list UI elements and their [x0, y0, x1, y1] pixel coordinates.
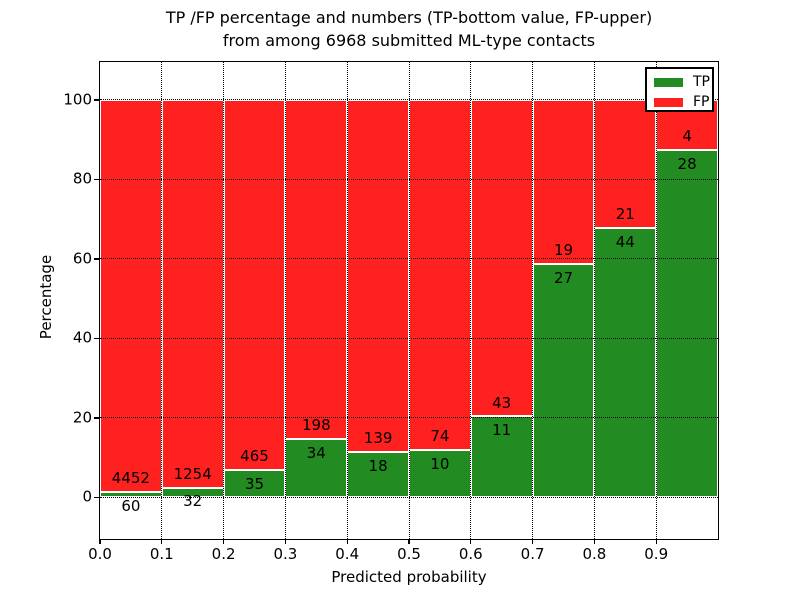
x-tick-mark	[408, 539, 410, 544]
x-tick-label: 0.1	[149, 545, 174, 563]
bar-tp-segment	[656, 149, 718, 498]
count-label-fp: 465	[240, 446, 269, 465]
y-tick-mark	[94, 337, 100, 340]
y-tick-label: 40	[72, 328, 92, 347]
gridline-vertical	[408, 62, 410, 539]
y-tick-mark	[94, 258, 100, 260]
y-tick-mark	[94, 496, 100, 499]
x-tick-mark	[284, 539, 287, 544]
count-label-tp: 11	[492, 421, 512, 440]
gridline-horizontal	[100, 258, 718, 260]
bar-fp-segment	[285, 99, 348, 440]
count-label-tp: 28	[677, 154, 697, 173]
chart-title: TP /FP percentage and numbers (TP-bottom…	[100, 7, 718, 52]
legend-label-fp: FP	[693, 94, 710, 110]
bar-fp-segment	[100, 99, 162, 493]
y-tick-label: 0	[82, 487, 92, 506]
y-tick-label: 80	[72, 169, 92, 188]
x-axis-label: Predicted probability	[331, 568, 487, 586]
count-label-tp: 27	[553, 269, 574, 288]
x-tick-mark	[99, 539, 101, 544]
count-label-fp: 21	[615, 205, 635, 224]
legend: TP FP	[645, 67, 714, 112]
gridline-vertical	[284, 62, 286, 539]
x-tick-label: 0.4	[335, 545, 360, 563]
count-label-tp: 44	[615, 233, 635, 252]
y-tick-label: 100	[63, 90, 92, 109]
count-label-fp: 4	[682, 126, 692, 145]
y-tick-mark	[94, 417, 100, 419]
y-tick-mark	[94, 99, 100, 101]
gridline-horizontal	[100, 178, 718, 180]
count-label-fp: 4452	[111, 469, 150, 488]
x-tick-mark	[593, 539, 596, 544]
bar-fp-segment	[532, 99, 595, 265]
bar-fp-segment	[409, 99, 471, 451]
count-label-tp: 34	[306, 444, 326, 463]
legend-row-fp: FP	[654, 94, 712, 110]
count-label-tp: 32	[183, 492, 203, 511]
gridline-horizontal	[100, 99, 718, 101]
count-label-fp: 1254	[173, 464, 212, 483]
x-tick-label: 0.6	[458, 545, 483, 563]
count-label-fp: 139	[363, 428, 393, 447]
legend-swatch-fp-icon	[654, 98, 683, 107]
legend-row-tp: TP	[654, 74, 712, 90]
x-tick-mark	[655, 539, 657, 544]
gridline-horizontal	[100, 417, 718, 419]
bar-fp-segment	[347, 99, 409, 452]
gridline-horizontal	[100, 337, 718, 339]
count-label-fp: 43	[492, 393, 512, 412]
gridline-horizontal	[100, 496, 718, 498]
x-tick-label: 0.7	[520, 545, 545, 563]
y-tick-label: 20	[72, 408, 92, 427]
x-tick-label: 0.5	[397, 545, 421, 563]
gridline-vertical	[470, 62, 472, 539]
gridline-vertical	[593, 62, 595, 539]
y-axis-label: Percentage	[37, 254, 55, 340]
gridline-vertical	[223, 62, 225, 539]
count-label-fp: 19	[553, 241, 574, 260]
x-tick-label: 0.3	[273, 545, 298, 563]
x-tick-label: 0.2	[211, 545, 236, 563]
chart-title-line2: from among 6968 submitted ML-type contac…	[222, 30, 596, 50]
x-tick-label: 0.9	[644, 545, 669, 563]
bar-tp-segment	[223, 469, 286, 498]
count-label-tp: 10	[430, 455, 450, 474]
gridline-vertical	[655, 62, 657, 539]
x-tick-label: 0.0	[88, 545, 112, 563]
chart-title-line1: TP /FP percentage and numbers (TP-bottom…	[165, 8, 653, 27]
legend-swatch-tp-icon	[654, 78, 683, 87]
x-tick-mark	[346, 539, 348, 544]
x-tick-mark	[222, 539, 225, 544]
legend-label-tp: TP	[693, 74, 710, 90]
count-label-tp: 35	[244, 474, 265, 493]
y-tick-mark	[94, 178, 100, 181]
plot-area: Predicted probability TP FP 4452 60 1254 32 4…	[63, 60, 719, 586]
bar-tp-segment	[532, 264, 595, 498]
x-tick-mark	[470, 539, 472, 544]
gridline-vertical	[532, 62, 534, 539]
bar-fp-segment	[161, 99, 224, 488]
x-tick-mark	[161, 539, 163, 544]
y-tick-label: 60	[72, 249, 92, 268]
count-label-tp: 60	[121, 497, 141, 516]
gridline-vertical	[346, 62, 348, 539]
x-tick-mark	[531, 539, 534, 544]
bar-fp-segment	[223, 99, 286, 470]
count-label-fp: 198	[301, 416, 331, 435]
count-label-tp: 18	[368, 456, 388, 475]
bar-tp-segment	[594, 228, 657, 498]
x-tick-label: 0.8	[582, 545, 607, 563]
gridline-vertical	[161, 62, 163, 539]
count-label-fp: 74	[430, 427, 450, 446]
